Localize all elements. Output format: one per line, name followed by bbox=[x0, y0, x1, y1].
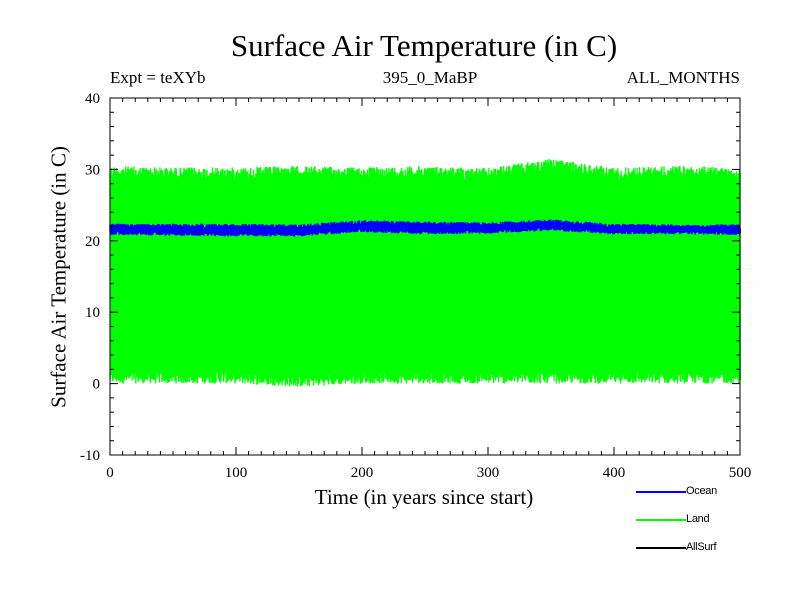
y-tick-label: 40 bbox=[85, 91, 100, 107]
legend-label-ocean: Ocean bbox=[686, 485, 717, 497]
x-tick-label: 300 bbox=[477, 465, 500, 481]
y-tick-label: 30 bbox=[85, 162, 100, 178]
x-tick-label: 0 bbox=[106, 465, 114, 481]
ocean-series-line bbox=[109, 219, 742, 237]
chart-title: Surface Air Temperature (in C) bbox=[230, 28, 618, 63]
y-axis-label: Surface Air Temperature (in C) bbox=[46, 146, 71, 408]
land-series-line bbox=[109, 158, 741, 387]
legend-label-allsurf: AllSurf bbox=[686, 541, 717, 553]
experiment-label: Expt = teXYb bbox=[110, 68, 206, 87]
y-tick-label: 0 bbox=[93, 377, 101, 393]
legend-label-land: Land bbox=[686, 513, 710, 525]
x-tick-label: 500 bbox=[729, 465, 752, 481]
y-tick-label: -10 bbox=[80, 448, 100, 464]
months-label: ALL_MONTHS bbox=[626, 68, 740, 87]
y-tick-label: 10 bbox=[85, 305, 100, 321]
x-axis-label: Time (in years since start) bbox=[314, 485, 534, 509]
y-tick-label: 20 bbox=[85, 234, 100, 250]
x-tick-label: 100 bbox=[225, 465, 248, 481]
x-tick-label: 400 bbox=[603, 465, 626, 481]
period-label: 395_0_MaBP bbox=[382, 68, 478, 87]
x-tick-label: 200 bbox=[351, 465, 374, 481]
